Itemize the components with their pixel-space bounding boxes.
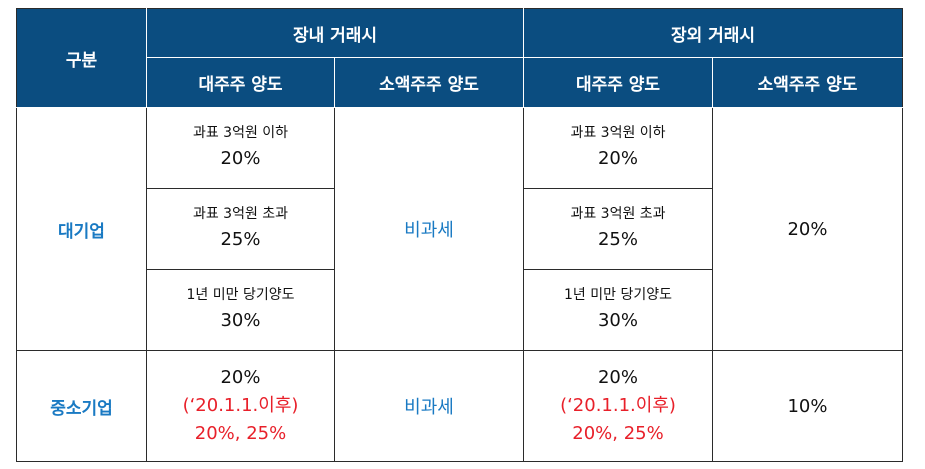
condition-text: 과표 3억원 이하	[570, 125, 666, 141]
header-row-2: 대주주 양도 소액주주 양도 대주주 양도 소액주주 양도	[17, 57, 903, 108]
effective-date-note: (‘20.1.1.이후)	[560, 395, 676, 416]
large-row-3: 1년 미만 당기양도 30% 1년 미만 당기양도 30%	[17, 269, 903, 351]
large-on-major-cell-1: 과표 3억원 이하 20%	[146, 107, 335, 189]
new-rate-text: 20%, 25%	[194, 423, 287, 444]
large-row-2: 과표 3억원 초과 25% 과표 3억원 초과 25%	[17, 188, 903, 270]
rate-text: 25%	[597, 229, 638, 250]
large-off-major-cell-2: 과표 3억원 초과 25%	[523, 188, 713, 270]
tax-rate-table: 구분 장내 거래시 장외 거래시 대주주 양도 소액주주 양도 대주주 양도 소…	[16, 8, 903, 462]
header-onmarket: 장내 거래시	[146, 8, 524, 58]
large-on-major-cell-3: 1년 미만 당기양도 30%	[146, 269, 335, 351]
rate-text: 30%	[597, 310, 638, 331]
condition-text: 1년 미만 당기양도	[564, 287, 672, 303]
large-row-1: 대기업 과표 3억원 이하 20% 비과세 과표 3억원 이하 20% 20%	[16, 107, 903, 351]
sme-row: 중소기업 20% (‘20.1.1.이후) 20%, 25% 비과세 20% (…	[16, 350, 903, 462]
header-on-minor: 소액주주 양도	[334, 57, 524, 108]
condition-text: 과표 3억원 초과	[570, 206, 666, 222]
condition-text: 과표 3억원 이하	[192, 125, 289, 141]
effective-date-note: (‘20.1.1.이후)	[182, 395, 299, 416]
condition-text: 과표 3억원 초과	[192, 206, 289, 222]
category-large: 대기업	[16, 107, 147, 351]
header-row-1: 구분 장내 거래시 장외 거래시	[16, 8, 903, 108]
rate-text: 20%	[220, 367, 261, 388]
rate-text: 20%	[597, 367, 638, 388]
large-on-minor-cell: 비과세	[334, 107, 524, 351]
header-off-minor: 소액주주 양도	[712, 57, 903, 108]
large-off-major-cell-1: 과표 3억원 이하 20%	[523, 107, 713, 189]
condition-text: 1년 미만 당기양도	[186, 287, 295, 303]
rate-text: 25%	[220, 229, 261, 250]
large-off-major-cell-3: 1년 미만 당기양도 30%	[523, 269, 713, 351]
header-on-major: 대주주 양도	[146, 57, 335, 108]
rate-text: 20%	[597, 148, 638, 169]
sme-on-major-cell: 20% (‘20.1.1.이후) 20%, 25%	[146, 350, 335, 462]
header-category: 구분	[16, 8, 147, 108]
header-off-major: 대주주 양도	[523, 57, 713, 108]
header-offmarket: 장외 거래시	[523, 8, 903, 58]
new-rate-text: 20%, 25%	[572, 423, 664, 444]
large-on-major-cell-2: 과표 3억원 초과 25%	[146, 188, 335, 270]
sme-off-minor-cell: 10%	[712, 350, 903, 462]
sme-on-minor-cell: 비과세	[334, 350, 524, 462]
rate-text: 20%	[220, 148, 261, 169]
tax-rate-table-container: 구분 장내 거래시 장외 거래시 대주주 양도 소액주주 양도 대주주 양도 소…	[16, 8, 903, 462]
sme-off-major-cell: 20% (‘20.1.1.이후) 20%, 25%	[523, 350, 713, 462]
rate-text: 30%	[220, 310, 261, 331]
category-sme: 중소기업	[16, 350, 147, 462]
large-off-minor-cell: 20%	[712, 107, 903, 351]
